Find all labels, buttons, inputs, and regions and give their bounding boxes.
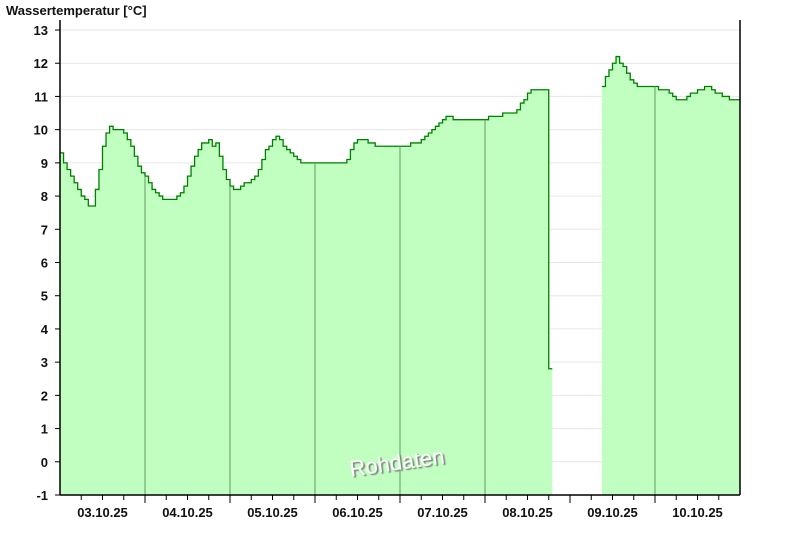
day-lines: [144, 86, 656, 495]
y-tick-label: -1: [36, 488, 48, 503]
y-tick-label: 11: [34, 89, 48, 104]
series-area: [601, 56, 740, 495]
y-tick-label: 10: [34, 123, 48, 138]
data-area: [60, 55, 740, 496]
y-tick-label: 0: [41, 455, 48, 470]
y-tick-label: 7: [41, 222, 48, 237]
x-tick-label: 10.10.25: [672, 505, 723, 520]
x-tick-label: 05.10.25: [247, 505, 298, 520]
y-tick-label: 6: [41, 256, 48, 271]
x-tick-label: 07.10.25: [417, 505, 468, 520]
x-tick-label: 06.10.25: [332, 505, 383, 520]
x-tick-label: 08.10.25: [502, 505, 553, 520]
series-line: [60, 89, 553, 370]
series-area: [60, 89, 553, 496]
y-tick-label: 1: [41, 422, 48, 437]
chart-title: Wassertemperatur [°C]: [6, 3, 147, 18]
y-tick-label: 5: [41, 289, 48, 304]
y-tick-label: 12: [34, 56, 48, 71]
x-tick-label: 09.10.25: [587, 505, 638, 520]
y-tick-label: 13: [34, 23, 48, 38]
y-tick-label: 3: [41, 355, 48, 370]
y-tick-label: 4: [41, 322, 49, 337]
y-tick-label: 8: [41, 189, 48, 204]
y-tick-label: 9: [41, 156, 48, 171]
y-tick-label: 2: [41, 388, 48, 403]
x-tick-label: 04.10.25: [162, 505, 213, 520]
x-tick-label: 03.10.25: [77, 505, 128, 520]
series-line: [601, 55, 740, 101]
